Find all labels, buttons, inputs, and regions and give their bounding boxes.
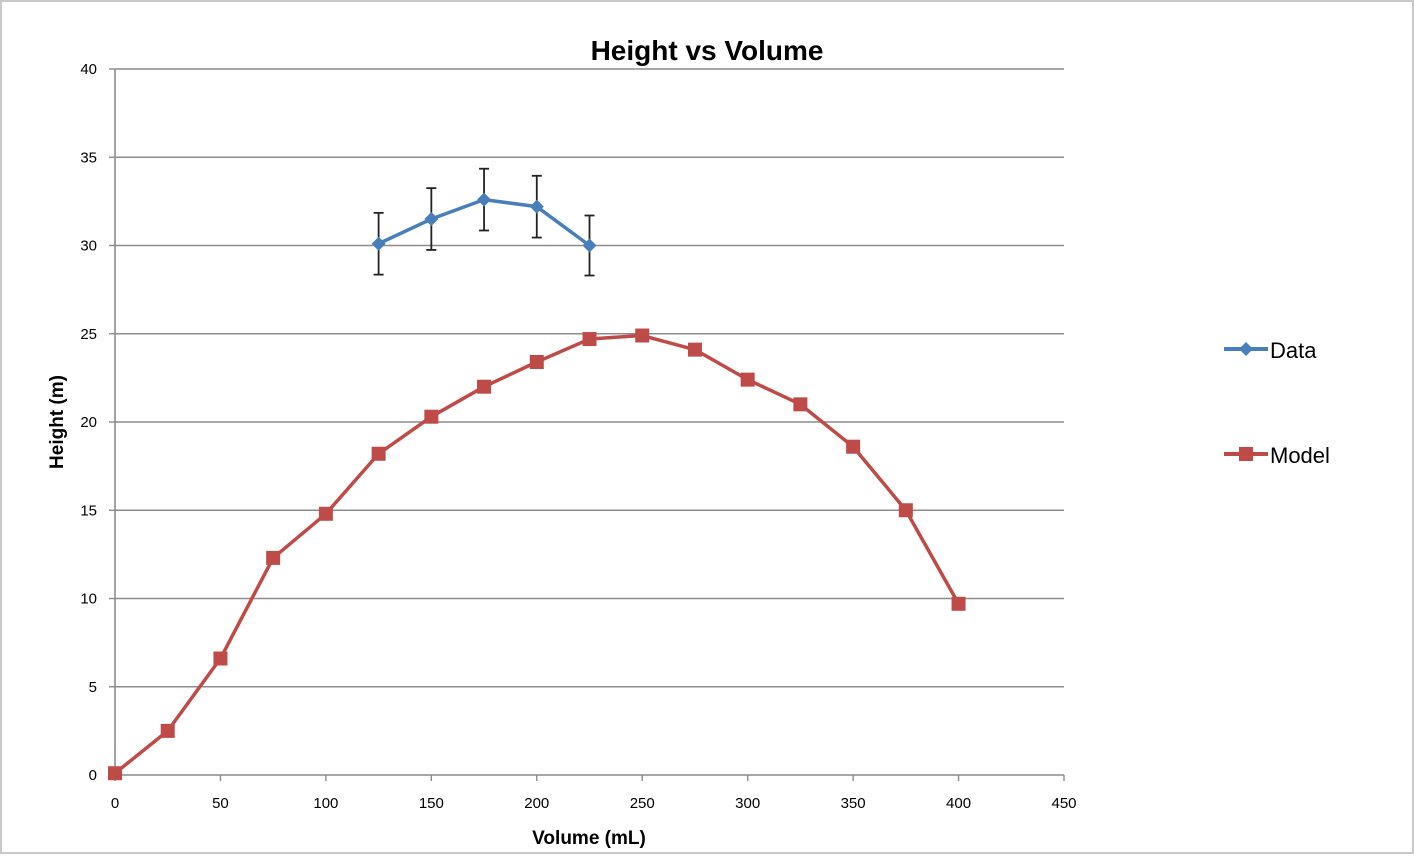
point-data-175 — [477, 192, 492, 207]
point-model-375 — [898, 503, 913, 518]
point-model-0 — [108, 766, 122, 781]
y-tick-label-30: 30 — [80, 238, 97, 255]
point-data-225 — [582, 238, 597, 253]
x-tick-label-200: 200 — [524, 795, 549, 812]
point-data-200 — [529, 199, 544, 214]
legend-data-label: Data — [1270, 338, 1317, 363]
y-tick-label-40: 40 — [80, 61, 97, 78]
legend-data-marker — [1239, 342, 1253, 356]
x-tick-label-350: 350 — [841, 795, 866, 812]
legend-model-marker — [1239, 447, 1253, 461]
legend-entry-data: Data — [1224, 338, 1317, 363]
y-axis-title: Height (m) — [47, 375, 68, 469]
legend: Data Model — [1224, 338, 1330, 468]
x-tick-label-0: 0 — [111, 795, 119, 812]
x-tick-label-150: 150 — [419, 795, 444, 812]
series-data — [371, 167, 597, 277]
point-model-125 — [371, 446, 386, 461]
point-model-200 — [529, 354, 544, 369]
point-data-125 — [371, 236, 386, 251]
point-model-100 — [318, 506, 333, 521]
legend-entry-model: Model — [1224, 443, 1330, 468]
y-tick-label-0: 0 — [89, 767, 97, 784]
y-tick-label-35: 35 — [80, 149, 97, 166]
series-model — [108, 328, 966, 781]
x-tick-label-300: 300 — [735, 795, 760, 812]
y-tick-label-5: 5 — [89, 679, 97, 696]
x-tick-label-100: 100 — [313, 795, 338, 812]
axes — [109, 68, 1065, 781]
point-model-325 — [793, 397, 808, 412]
y-tick-label-25: 25 — [80, 326, 97, 343]
y-tick-label-20: 20 — [80, 414, 97, 431]
y-tick-label-10: 10 — [80, 591, 97, 608]
point-model-75 — [266, 550, 281, 565]
point-model-225 — [582, 332, 597, 347]
x-tick-label-50: 50 — [212, 795, 229, 812]
x-tick-label-450: 450 — [1051, 795, 1076, 812]
legend-model-label: Model — [1270, 443, 1330, 468]
point-model-350 — [846, 439, 861, 454]
x-axis-title: Volume (mL) — [532, 828, 646, 849]
point-model-50 — [213, 651, 228, 666]
point-model-150 — [424, 409, 439, 424]
point-model-175 — [477, 379, 492, 394]
point-model-300 — [740, 372, 755, 387]
chart-title: Height vs Volume — [591, 35, 824, 66]
point-model-400 — [951, 596, 966, 611]
point-model-25 — [160, 723, 175, 738]
series — [108, 167, 966, 781]
x-tick-label-400: 400 — [946, 795, 971, 812]
x-tick-label-250: 250 — [630, 795, 655, 812]
y-tick-label-15: 15 — [80, 502, 97, 519]
gridlines — [115, 68, 1064, 688]
series-model-line — [113, 333, 961, 775]
point-model-275 — [687, 342, 702, 357]
point-model-250 — [635, 328, 650, 343]
point-data-150 — [424, 212, 439, 227]
